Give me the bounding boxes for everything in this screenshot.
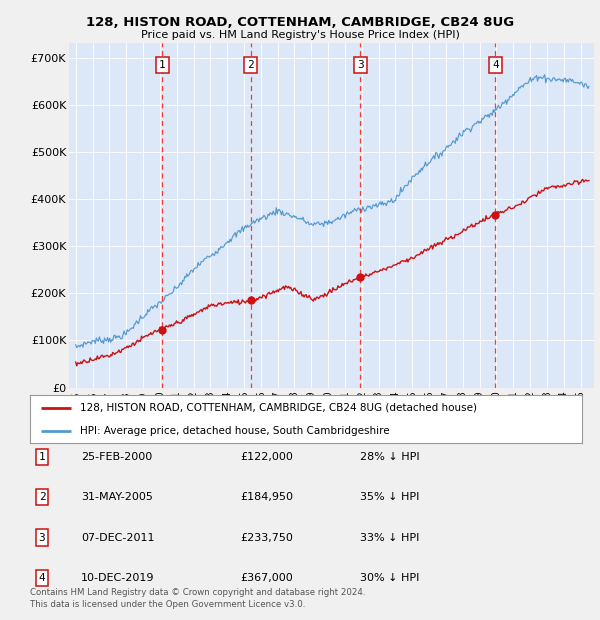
Text: £122,000: £122,000 [240, 452, 293, 462]
Text: Price paid vs. HM Land Registry's House Price Index (HPI): Price paid vs. HM Land Registry's House … [140, 30, 460, 40]
Text: Contains HM Land Registry data © Crown copyright and database right 2024.
This d: Contains HM Land Registry data © Crown c… [30, 588, 365, 609]
Text: £184,950: £184,950 [240, 492, 293, 502]
Text: 10-DEC-2019: 10-DEC-2019 [81, 573, 155, 583]
Text: 4: 4 [38, 573, 46, 583]
Text: 2: 2 [38, 492, 46, 502]
Text: 3: 3 [357, 60, 364, 69]
Text: 4: 4 [492, 60, 499, 69]
Text: 35% ↓ HPI: 35% ↓ HPI [360, 492, 419, 502]
Text: 1: 1 [159, 60, 166, 69]
Text: 128, HISTON ROAD, COTTENHAM, CAMBRIDGE, CB24 8UG (detached house): 128, HISTON ROAD, COTTENHAM, CAMBRIDGE, … [80, 402, 476, 412]
Text: 128, HISTON ROAD, COTTENHAM, CAMBRIDGE, CB24 8UG: 128, HISTON ROAD, COTTENHAM, CAMBRIDGE, … [86, 16, 514, 29]
Text: 3: 3 [38, 533, 46, 542]
Text: 25-FEB-2000: 25-FEB-2000 [81, 452, 152, 462]
Text: 33% ↓ HPI: 33% ↓ HPI [360, 533, 419, 542]
Text: 2: 2 [248, 60, 254, 69]
Text: £233,750: £233,750 [240, 533, 293, 542]
Text: 1: 1 [38, 452, 46, 462]
Text: HPI: Average price, detached house, South Cambridgeshire: HPI: Average price, detached house, Sout… [80, 426, 389, 436]
Text: 31-MAY-2005: 31-MAY-2005 [81, 492, 153, 502]
Text: 07-DEC-2011: 07-DEC-2011 [81, 533, 155, 542]
Text: 28% ↓ HPI: 28% ↓ HPI [360, 452, 419, 462]
Text: £367,000: £367,000 [240, 573, 293, 583]
Text: 30% ↓ HPI: 30% ↓ HPI [360, 573, 419, 583]
